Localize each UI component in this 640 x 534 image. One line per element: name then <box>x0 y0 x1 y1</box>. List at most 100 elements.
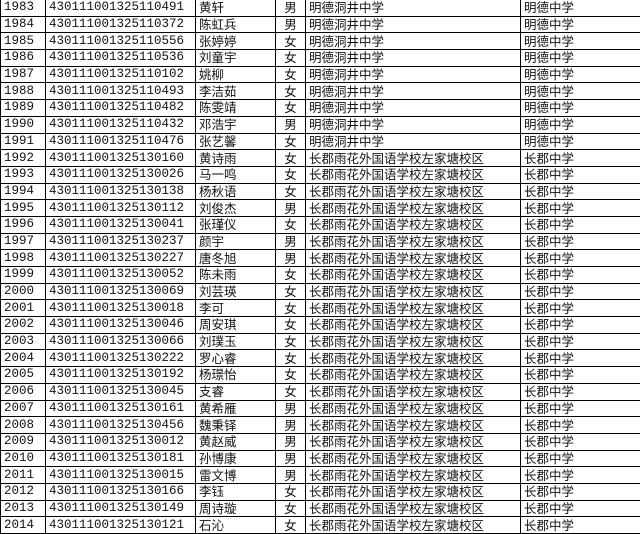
student-name: 李可 <box>195 299 276 318</box>
assigned-school: 长郡中学 <box>520 299 640 318</box>
student-id: 430111001325130237 <box>45 232 196 251</box>
gender: 女 <box>275 482 306 501</box>
row-number: 1989 <box>0 99 46 117</box>
table-row: 1985 430111001325110556 张婷婷女明德洞井中学 明德中学 <box>0 32 640 51</box>
school: 明德洞井中学 <box>305 132 521 151</box>
school: 长郡雨花外国语学校左家塘校区 <box>305 199 521 217</box>
gender: 女 <box>275 366 306 384</box>
student-name: 杨璟怡 <box>195 366 276 384</box>
gender: 女 <box>275 82 306 101</box>
gender: 男 <box>275 432 306 451</box>
row-number: 2009 <box>0 432 46 451</box>
assigned-school: 长郡中学 <box>520 499 640 518</box>
row-number: 2001 <box>0 299 46 318</box>
student-id: 430111001325130138 <box>45 182 196 201</box>
student-id: 430111001325130222 <box>45 349 196 368</box>
school: 明德洞井中学 <box>305 115 521 134</box>
gender: 女 <box>275 332 306 351</box>
assigned-school: 长郡中学 <box>520 382 640 401</box>
school: 明德洞井中学 <box>305 49 521 67</box>
row-number: 1985 <box>0 32 46 51</box>
table-row: 1984 430111001325110372 陈虹兵男明德洞井中学 明德中学 <box>0 15 640 34</box>
student-id: 430111001325130026 <box>45 165 196 184</box>
student-name: 杨秋语 <box>195 182 276 201</box>
table-row: 2000 430111001325130069 刘芸瑛女长郡雨花外国语学校左家塘校区… <box>0 282 640 301</box>
row-number: 2000 <box>0 282 46 301</box>
row-number: 2013 <box>0 499 46 518</box>
school: 明德洞井中学 <box>305 65 521 84</box>
student-name: 周安琪 <box>195 316 276 334</box>
school: 长郡雨花外国语学校左家塘校区 <box>305 349 521 368</box>
row-number: 2014 <box>0 516 46 534</box>
table-row: 1992 430111001325130160 黄诗雨女长郡雨花外国语学校左家塘校区… <box>0 149 640 167</box>
table-row: 2012 430111001325130166 李钰女长郡雨花外国语学校左家塘校区长… <box>0 482 640 501</box>
gender: 女 <box>275 349 306 368</box>
gender: 男 <box>275 416 306 434</box>
school: 明德洞井中学 <box>305 32 521 51</box>
gender: 女 <box>275 499 306 518</box>
assigned-school: 长郡中学 <box>520 199 640 217</box>
assigned-school: 长郡中学 <box>520 482 640 501</box>
school: 长郡雨花外国语学校左家塘校区 <box>305 466 521 484</box>
assigned-school: 明德中学 <box>520 132 640 151</box>
table-row: 1989 430111001325110482 陈雯靖女明德洞井中学 明德中学 <box>0 99 640 117</box>
assigned-school: 长郡中学 <box>520 266 640 284</box>
student-name: 周诗璇 <box>195 499 276 518</box>
assigned-school: 明德中学 <box>520 82 640 101</box>
student-name: 刘童宇 <box>195 49 276 67</box>
table-row: 2001 430111001325130018 李可女长郡雨花外国语学校左家塘校区长… <box>0 299 640 318</box>
table-row: 1994 430111001325130138 杨秋语女长郡雨花外国语学校左家塘校区… <box>0 182 640 201</box>
row-number: 2002 <box>0 316 46 334</box>
row-number: 1993 <box>0 165 46 184</box>
row-number: 1984 <box>0 15 46 34</box>
student-id: 430111001325130066 <box>45 332 196 351</box>
row-number: 2011 <box>0 466 46 484</box>
student-id: 430111001325130015 <box>45 466 196 484</box>
student-id: 430111001325130192 <box>45 366 196 384</box>
student-name: 张艺馨 <box>195 132 276 151</box>
gender: 男 <box>275 199 306 217</box>
row-number: 2004 <box>0 349 46 368</box>
row-number: 2012 <box>0 482 46 501</box>
table-row: 2002 430111001325130046 周安琪女长郡雨花外国语学校左家塘校区… <box>0 316 640 334</box>
gender: 女 <box>275 516 306 534</box>
student-name: 魏秉铎 <box>195 416 276 434</box>
school: 长郡雨花外国语学校左家塘校区 <box>305 316 521 334</box>
assigned-school: 长郡中学 <box>520 182 640 201</box>
school: 明德洞井中学 <box>305 82 521 101</box>
row-number: 2010 <box>0 449 46 468</box>
assigned-school: 长郡中学 <box>520 349 640 368</box>
school: 长郡雨花外国语学校左家塘校区 <box>305 432 521 451</box>
student-id: 430111001325110476 <box>45 132 196 151</box>
row-number: 2006 <box>0 382 46 401</box>
assigned-school: 长郡中学 <box>520 432 640 451</box>
school: 长郡雨花外国语学校左家塘校区 <box>305 165 521 184</box>
row-number: 2003 <box>0 332 46 351</box>
table-row: 2004 430111001325130222 罗心睿女长郡雨花外国语学校左家塘校区… <box>0 349 640 368</box>
student-id: 430111001325130041 <box>45 215 196 234</box>
row-number: 1994 <box>0 182 46 201</box>
table-row: 1998 430111001325130227 唐冬旭男长郡雨花外国语学校左家塘校区… <box>0 249 640 267</box>
student-name: 黄赵威 <box>195 432 276 451</box>
gender: 女 <box>275 299 306 318</box>
table-row: 2003 430111001325130066 刘璞玉女长郡雨花外国语学校左家塘校区… <box>0 332 640 351</box>
school: 明德洞井中学 <box>305 15 521 34</box>
school: 长郡雨花外国语学校左家塘校区 <box>305 332 521 351</box>
row-number: 1987 <box>0 65 46 84</box>
school: 长郡雨花外国语学校左家塘校区 <box>305 366 521 384</box>
student-id: 430111001325130052 <box>45 266 196 284</box>
school: 明德洞井中学 <box>305 99 521 117</box>
table-row: 1983 430111001325110491 黄轩男明德洞井中学 明德中学 <box>0 0 640 17</box>
gender: 男 <box>275 399 306 418</box>
student-name: 刘芸瑛 <box>195 282 276 301</box>
student-id: 430111001325110536 <box>45 49 196 67</box>
student-id: 430111001325110432 <box>45 115 196 134</box>
gender: 女 <box>275 149 306 167</box>
table-row: 2009 430111001325130012 黄赵威男长郡雨花外国语学校左家塘校区… <box>0 432 640 451</box>
student-id: 430111001325110556 <box>45 32 196 51</box>
student-name: 刘俊杰 <box>195 199 276 217</box>
assigned-school: 明德中学 <box>520 0 640 17</box>
student-id: 430111001325110372 <box>45 15 196 34</box>
student-id: 430111001325130149 <box>45 499 196 518</box>
